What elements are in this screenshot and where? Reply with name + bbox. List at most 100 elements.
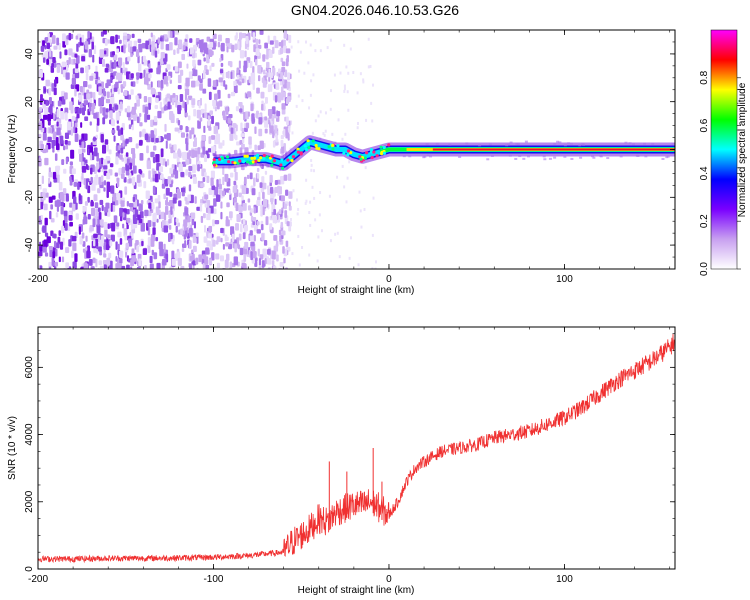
heatmap-cell (324, 111, 327, 115)
heatmap-cell (160, 211, 165, 220)
heatmap-cell (238, 32, 243, 40)
heatmap-cell (259, 182, 263, 189)
heatmap-cell (98, 212, 102, 220)
heatmap-cell (115, 145, 119, 152)
heatmap-cell (251, 113, 255, 120)
ridge-speckle (349, 150, 353, 155)
heatmap-cell (170, 115, 175, 124)
heatmap-cell (166, 64, 171, 70)
heatmap-cell (296, 198, 299, 202)
heatmap-cell (242, 232, 246, 240)
heatmap-cell (360, 225, 363, 229)
ridge-flank (579, 156, 583, 159)
heatmap-y-ticks: -40 -20 0 20 40 (24, 29, 675, 270)
heatmap-cell (243, 254, 247, 262)
heatmap-cell (93, 112, 98, 119)
colorbar: 0.0 0.2 0.4 0.6 0.8 Normalized spectral ampl… (699, 29, 748, 276)
heatmap-cell (234, 134, 238, 141)
heatmap-cell (52, 171, 57, 180)
heatmap-cell (239, 50, 245, 59)
heatmap-cell (191, 127, 195, 135)
heatmap-cell (125, 163, 130, 171)
heatmap-cell (111, 129, 116, 134)
ridge-speckle (254, 159, 258, 163)
heatmap-cell (165, 44, 171, 51)
heatmap-cell (200, 183, 205, 188)
heatmap-cell (97, 188, 101, 194)
heatmap-cell (185, 125, 189, 133)
ridge-flank (556, 140, 560, 143)
heatmap-ridge (211, 135, 675, 171)
heatmap-cell (326, 46, 329, 50)
heatmap-cell (204, 103, 207, 112)
heatmap-cell (247, 205, 251, 211)
heatmap-cell (118, 72, 123, 82)
heatmap-cell (84, 65, 89, 74)
heatmap-cell (69, 101, 73, 111)
heatmap-cell (146, 145, 149, 154)
ridge-speckle (262, 153, 266, 158)
heatmap-cell (149, 263, 154, 269)
heatmap-cell (144, 264, 147, 269)
heatmap-cell (53, 87, 57, 96)
heatmap-cell (275, 243, 279, 252)
heatmap-cell (188, 240, 192, 249)
heatmap-cell (152, 213, 157, 223)
heatmap-cell (113, 63, 117, 68)
heatmap-cell (95, 258, 98, 268)
heatmap-cell (182, 100, 185, 109)
heatmap-cell (96, 225, 101, 234)
heatmap-cell (336, 175, 339, 179)
heatmap-cell (280, 175, 285, 185)
ridge-speckle (243, 154, 247, 158)
heatmap-cell (259, 140, 264, 150)
heatmap-cell (110, 96, 115, 105)
heatmap-cell (47, 113, 52, 122)
heatmap-cell (130, 53, 133, 58)
heatmap-cell (203, 125, 206, 133)
heatmap-cell (103, 253, 107, 258)
y-tick-label: 6000 (24, 356, 35, 379)
heatmap-cell (90, 176, 93, 184)
heatmap-cell (106, 181, 111, 191)
heatmap-cell (139, 112, 142, 118)
heatmap-cell (177, 105, 182, 111)
heatmap-cell (117, 57, 123, 66)
heatmap-cell (74, 68, 79, 73)
heatmap-cell (243, 60, 248, 69)
heatmap-cell (215, 253, 220, 260)
heatmap-cell (144, 133, 149, 141)
heatmap-cell (278, 41, 283, 47)
heatmap-cell (93, 136, 96, 142)
heatmap-cell (180, 187, 186, 193)
heatmap-cell (297, 94, 300, 98)
heatmap-cell (121, 166, 126, 174)
heatmap-cell (153, 128, 157, 137)
heatmap-cell (156, 218, 159, 223)
heatmap-cell (104, 229, 108, 237)
heatmap-cell (124, 186, 128, 195)
heatmap-cell (233, 180, 237, 186)
heatmap-cell (346, 90, 349, 94)
heatmap-cell (172, 92, 176, 98)
heatmap-cell (219, 57, 222, 63)
ridge-speckle (382, 151, 386, 155)
heatmap-cell (164, 134, 167, 140)
heatmap-cell (187, 194, 191, 202)
heatmap-cell (219, 189, 222, 196)
ridge-speckle (238, 159, 242, 163)
heatmap-cell (173, 49, 176, 56)
ridge-speckle (251, 160, 255, 164)
heatmap-cell (127, 105, 131, 113)
heatmap-cell (132, 196, 136, 203)
heatmap-cell (220, 227, 224, 234)
heatmap-cell (106, 91, 110, 98)
heatmap-cell (147, 236, 152, 246)
heatmap-cell (102, 117, 106, 125)
heatmap-cell (339, 71, 342, 75)
heatmap-cell (86, 180, 89, 190)
colorbar-tick-label: 0.4 (699, 166, 710, 180)
heatmap-cell (310, 168, 313, 172)
heatmap-cell (167, 176, 172, 185)
heatmap-cell (272, 265, 277, 269)
